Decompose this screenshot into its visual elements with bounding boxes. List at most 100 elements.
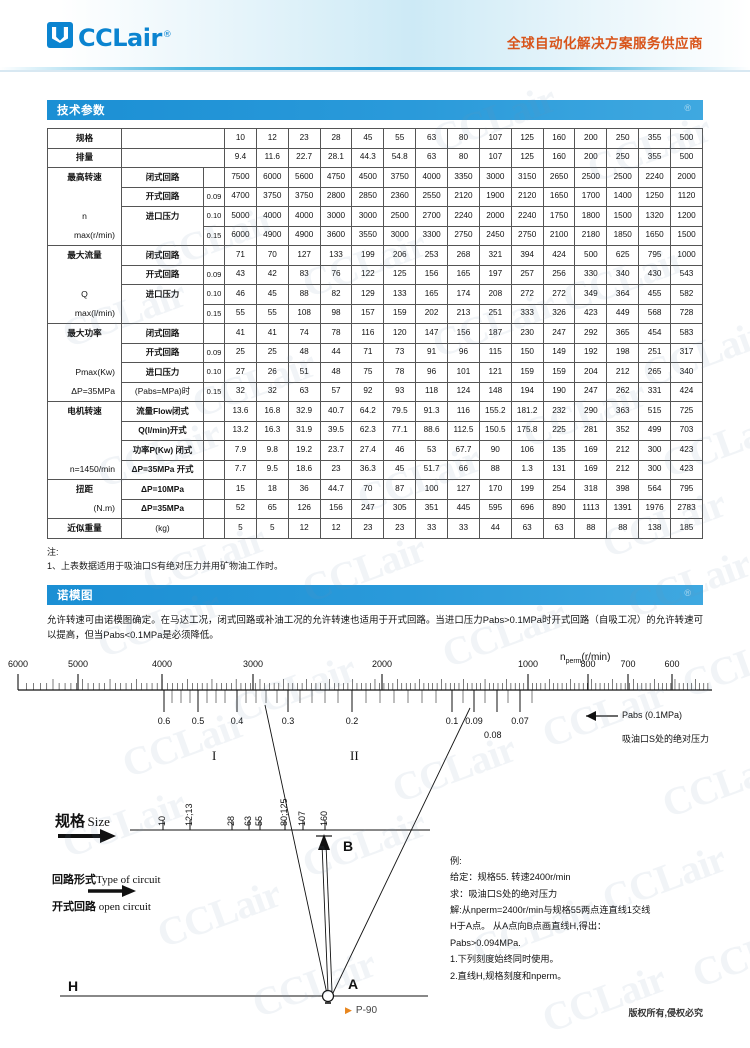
table-cell: 127: [447, 479, 480, 500]
table-cell: 2500: [383, 206, 417, 227]
table-cell: 199: [510, 479, 544, 500]
table-cell: 70: [351, 479, 385, 500]
table-cell: 2100: [542, 225, 576, 246]
table-cell: 212: [606, 362, 640, 383]
table-row: Q 进口压力 0.10 46 45 88 82 129 133 165 174 208 272 272 34…: [47, 284, 703, 305]
row-label-secondary: Q(l/min)开式: [121, 420, 204, 441]
table-cell: 88: [606, 518, 640, 539]
table-cell: 28.1: [319, 147, 353, 168]
nomogram-intro-text: 允许转速可由诺模图确定。在马达工况，闭式回路或补油工况的允许转速也适用于开式回路…: [47, 613, 703, 640]
registered-icon: ®: [162, 30, 172, 40]
table-cell: 2500: [574, 167, 608, 188]
table-cell: 44: [478, 518, 512, 539]
table-cell: 36.3: [351, 459, 385, 480]
table-cell: 88.6: [415, 420, 449, 441]
chart-label: A: [348, 975, 359, 992]
page-number: ▶ P-90: [345, 1005, 377, 1016]
table-cell: 115: [478, 342, 512, 363]
table-cell: 90: [478, 440, 512, 461]
table-cell: 1000: [670, 245, 703, 266]
chart-line: [325, 843, 333, 992]
table-cell: 2180: [574, 225, 608, 246]
row-label-primary: n: [47, 206, 122, 226]
section-header-nomogram: 诺模图 ®: [47, 584, 703, 605]
table-cell: 262: [606, 381, 640, 402]
row-label-secondary: 开式回路: [121, 342, 204, 363]
table-cell: 23: [383, 518, 417, 539]
table-cell: 290: [574, 401, 608, 422]
table-cell: 26: [255, 362, 289, 383]
table-cell: 2800: [319, 186, 353, 207]
example-line-6: 1.下列刻度始终同时使用。: [450, 954, 559, 965]
table-cell: 1800: [574, 206, 608, 227]
table-cell: 106: [510, 440, 544, 461]
row-label-primary: 排量: [47, 147, 122, 168]
table-cell: 190: [542, 381, 576, 402]
table-cell: 583: [670, 323, 703, 344]
table-cell: 5: [255, 518, 289, 539]
table-cell: 169: [574, 440, 608, 461]
table-cell: 1200: [670, 206, 703, 227]
table-cell: 340: [670, 362, 703, 383]
table-cell: 4000: [415, 167, 449, 188]
table-cell: 1750: [542, 206, 576, 227]
row-label-primary: 近似重量: [47, 518, 122, 539]
size-label-cn: 规格: [55, 812, 86, 830]
table-cell: 1500: [606, 206, 640, 227]
table-cell: 423: [670, 459, 703, 480]
table-cell: 126: [287, 498, 321, 519]
table-cell: 122: [351, 264, 385, 285]
table-cell: 9.8: [255, 440, 289, 461]
table-cell: 202: [415, 303, 449, 324]
table-cell: 23: [351, 518, 385, 539]
row-pressure-value: 0.15: [203, 225, 225, 246]
table-cell: 1900: [478, 186, 512, 207]
table-cell: 568: [638, 303, 672, 324]
table-cell: 15: [224, 479, 257, 500]
table-cell: 91.3: [415, 401, 449, 422]
table-cell: 18: [255, 479, 289, 500]
table-cell: 51.7: [415, 459, 449, 480]
table-cell: 125: [383, 264, 417, 285]
table-cell: 13.6: [224, 401, 257, 422]
chart-size-tick-label: 28: [226, 815, 236, 826]
chart-size-tick-label: 107: [297, 810, 307, 826]
table-cell: 4500: [351, 167, 385, 188]
table-cell: 71: [224, 245, 257, 266]
table-cell: 232: [542, 401, 576, 422]
chart-axis-label-nperm: nperm(r/min): [560, 652, 610, 665]
right-arrow-icon: [122, 884, 136, 897]
table-cell: 3300: [415, 225, 449, 246]
table-cell: 98: [319, 303, 353, 324]
table-cell: 1391: [606, 498, 640, 519]
table-cell: 12: [287, 518, 321, 539]
table-cell: 247: [574, 381, 608, 402]
table-row: max(l/min) 0.15 55 55 108 98 157 159 202 213 251 33…: [47, 303, 703, 324]
table-cell: 45: [383, 459, 417, 480]
table-cell: 2120: [510, 186, 544, 207]
notes-title: 注:: [47, 546, 59, 557]
table-cell: 454: [638, 323, 672, 344]
table-cell: 1113: [574, 498, 608, 519]
table-cell: 194: [510, 381, 544, 402]
circuit-label-en: Type of circuit: [96, 873, 161, 886]
row-label-secondary: [121, 304, 204, 324]
table-cell: 63: [415, 147, 449, 168]
table-cell: 55: [383, 128, 417, 149]
chart-line: [264, 704, 328, 995]
table-cell: 16.8: [255, 401, 289, 422]
nperm-main: n: [560, 651, 566, 663]
chart-label: 6000: [7, 658, 29, 669]
table-cell: 6000: [224, 225, 257, 246]
row-label-primary: 扭距: [47, 479, 122, 499]
page-footer: ▶ P-90 版权所有,侵权必究: [0, 1005, 750, 1027]
table-cell: 55: [255, 303, 289, 324]
table-cell: 1976: [638, 498, 672, 519]
chart-label: 0.09: [465, 715, 483, 726]
table-cell: 55: [224, 303, 257, 324]
chart-label: B: [343, 837, 354, 854]
row-pressure-value: 0.10: [203, 362, 225, 383]
table-cell: 75: [351, 362, 385, 383]
table-cell: 4750: [319, 167, 353, 188]
chart-circuit-type-label: 回路形式Type of circuit: [52, 871, 161, 887]
